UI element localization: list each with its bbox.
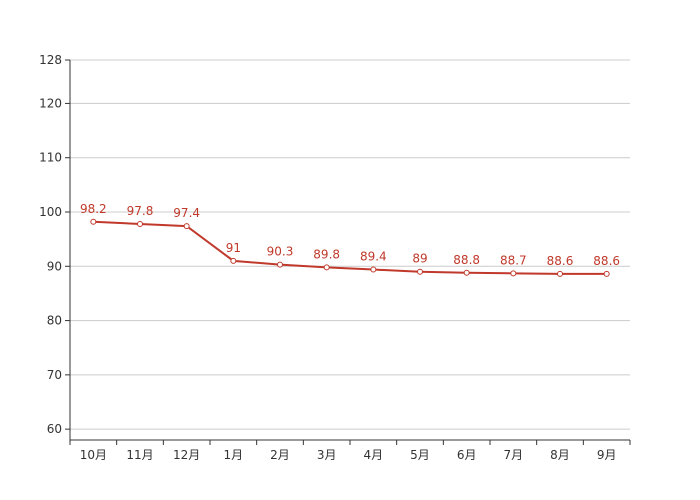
x-tick-label: 1月 <box>224 448 244 462</box>
x-tick-label: 9月 <box>597 448 617 462</box>
data-label: 97.8 <box>127 204 154 218</box>
data-point <box>323 264 330 271</box>
data-point <box>183 223 190 230</box>
data-label: 89 <box>412 252 427 266</box>
data-label: 97.4 <box>173 206 200 220</box>
y-tick-label: 80 <box>47 314 62 328</box>
data-point <box>463 269 470 276</box>
gridlines <box>70 59 630 430</box>
x-tick-label: 6月 <box>457 448 477 462</box>
y-tick-label: 90 <box>47 259 62 273</box>
data-point <box>90 218 97 225</box>
y-axis-tick-labels: 60 70 80 90 100 110 120 128 <box>39 53 62 436</box>
x-tick-label: 4月 <box>364 448 384 462</box>
x-tick-label: 5月 <box>410 448 430 462</box>
data-points <box>90 218 610 277</box>
data-point <box>417 268 423 275</box>
data-point <box>137 220 143 227</box>
y-tick-label: 120 <box>39 96 62 110</box>
data-label: 91 <box>226 241 241 255</box>
x-axis-tick-labels: 10月 11月 12月 1月 2月 3月 4月 5月 6月 7月 8月 9月 <box>80 448 617 462</box>
data-label: 89.8 <box>313 247 340 261</box>
data-point <box>277 261 283 268</box>
y-tick-label: 128 <box>39 53 62 67</box>
axes <box>65 59 631 445</box>
x-tick-label: 11月 <box>126 448 153 462</box>
data-point <box>370 266 377 273</box>
data-label: 98.2 <box>80 202 107 216</box>
x-tick-label: 3月 <box>317 448 337 462</box>
x-tick-label: 7月 <box>504 448 524 462</box>
series-line <box>93 220 607 275</box>
x-tick-label: 10月 <box>80 448 107 462</box>
series-line-path <box>93 220 607 275</box>
data-point <box>603 270 610 277</box>
data-label: 88.6 <box>547 254 574 268</box>
data-label: 88.6 <box>593 254 620 268</box>
data-label: 89.4 <box>360 250 387 264</box>
y-tick-label: 70 <box>47 368 62 382</box>
x-tick-label: 8月 <box>550 448 570 462</box>
data-point <box>510 270 517 277</box>
data-label: 88.7 <box>500 253 527 267</box>
y-tick-label: 60 <box>47 422 62 436</box>
data-point <box>557 270 563 277</box>
data-label: 90.3 <box>267 245 294 259</box>
x-tick-label: 12月 <box>173 448 200 462</box>
data-point <box>230 257 237 264</box>
y-tick-label: 110 <box>39 151 62 165</box>
x-tick-label: 2月 <box>270 448 290 462</box>
data-label: 88.8 <box>453 253 480 267</box>
data-labels: 98.2 97.8 97.4 91 90.3 89.8 89.4 89 88.8 88.7 88.6… <box>80 202 620 268</box>
y-tick-label: 100 <box>39 205 62 219</box>
